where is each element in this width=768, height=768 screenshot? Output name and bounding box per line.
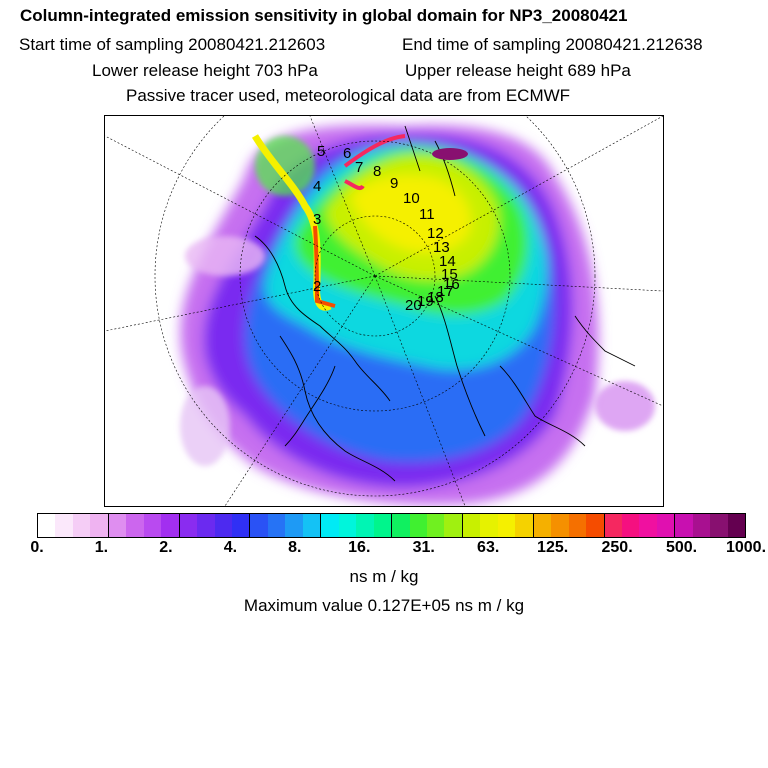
colorbar-unit: ns m / kg: [349, 567, 419, 586]
sensitivity-map: 2 3 4 5 6 7 8 9 10 11 12 13 14 15 16 17 18 19 20: [104, 115, 664, 507]
colorbar-cell: [480, 514, 498, 537]
colorbar-cell: [462, 514, 481, 537]
colorbar-tick-label: 4.: [223, 539, 238, 556]
colorbar-cell: [231, 514, 251, 537]
trajectory-label: 12: [427, 225, 444, 242]
colorbar-cell: [586, 514, 605, 537]
trajectory-label: 11: [419, 206, 435, 223]
colorbar-cell: [568, 514, 587, 537]
trajectory-label: 13: [433, 239, 450, 256]
colorbar-cell: [72, 514, 91, 537]
trajectory-label: 6: [343, 145, 351, 162]
colorbar-cell: [250, 514, 268, 537]
trajectory-label: 17: [437, 283, 454, 300]
colorbar-cell: [373, 514, 393, 537]
colorbar-cell: [285, 514, 303, 537]
maximum-value-label: Maximum value 0.127E+05 ns m / kg: [243, 596, 525, 615]
colorbar-tick-label: 125.: [537, 539, 569, 556]
colorbar-cell: [321, 514, 339, 537]
colorbar-cell: [656, 514, 676, 537]
start-time-label: Start time of sampling 20080421.212603: [19, 35, 326, 54]
colorbar-cell: [621, 514, 640, 537]
upper-height-label: Upper release height 689 hPa: [405, 61, 631, 80]
colorbar-cell: [38, 514, 56, 537]
colorbar-cell: [108, 514, 127, 537]
trajectory-label: 4: [313, 178, 321, 195]
colorbar-cell: [604, 514, 622, 537]
colorbar: [37, 513, 746, 538]
colorbar-cell: [161, 514, 180, 537]
sensitivity-field: [180, 125, 599, 505]
dark-hotspot: [432, 148, 468, 160]
colorbar-cell: [143, 514, 162, 537]
colorbar-cell: [392, 514, 410, 537]
trajectory-label: 16: [443, 276, 460, 293]
trajectory-label: 18: [427, 289, 444, 306]
trajectory-label: 20: [405, 297, 422, 314]
colorbar-tick-label: 0.: [30, 539, 44, 556]
trajectory-label: 3: [313, 211, 321, 228]
colorbar-cell: [639, 514, 657, 537]
colorbar-cell: [710, 514, 728, 537]
trajectory-label: 2: [313, 278, 321, 295]
colorbar-tick-label: 63.: [477, 539, 500, 556]
colorbar-cell: [515, 514, 534, 537]
hotspot-streak: [251, 134, 406, 311]
sensitivity-spots: [180, 136, 655, 466]
graticule: [105, 116, 663, 506]
trajectory-label: 15: [441, 266, 458, 283]
colorbar-tick-label: 250.: [601, 539, 633, 556]
colorbar-cell: [727, 514, 746, 537]
tracer-note: Passive tracer used, meteorological data…: [126, 86, 571, 105]
colorbar-tick-label: 16.: [348, 539, 371, 556]
colorbar-cell: [90, 514, 109, 537]
colorbar-cell: [444, 514, 463, 537]
colorbar-tick-label: 500.: [665, 539, 698, 556]
trajectory-label: 14: [439, 253, 456, 270]
colorbar-tick-label: 1.: [94, 539, 109, 556]
colorbar-cell: [179, 514, 198, 537]
colorbar-cell: [497, 514, 516, 537]
colorbar-tick-label: 1000.: [725, 539, 767, 556]
trajectory-label: 9: [390, 175, 398, 192]
trajectory-label: 8: [373, 163, 381, 180]
colorbar-cell: [302, 514, 322, 537]
colorbar-cell: [214, 514, 232, 537]
colorbar-cell: [55, 514, 73, 537]
colorbar-cell: [356, 514, 374, 537]
trajectory-label: 10: [403, 190, 420, 207]
plot-title: Column-integrated emission sensitivity i…: [20, 6, 628, 25]
coastlines: [254, 125, 636, 482]
colorbar-cell: [426, 514, 445, 537]
colorbar-cell: [675, 514, 693, 537]
colorbar-cell: [267, 514, 286, 537]
colorbar-cell: [533, 514, 552, 537]
colorbar-cell: [409, 514, 427, 537]
trajectory-label: 7: [355, 159, 363, 176]
colorbar-tick-label: 8.: [288, 539, 302, 556]
colorbar-tick-label: 2.: [159, 539, 173, 556]
colorbar-cell: [551, 514, 569, 537]
trajectory-label: 5: [317, 143, 325, 160]
colorbar-cell: [338, 514, 357, 537]
colorbar-cell: [197, 514, 215, 537]
colorbar-cell: [692, 514, 711, 537]
lower-height-label: Lower release height 703 hPa: [92, 61, 318, 80]
end-time-label: End time of sampling 20080421.212638: [402, 35, 703, 54]
colorbar-tick-label: 31.: [412, 539, 435, 556]
trajectory-label: 19: [417, 293, 434, 310]
colorbar-cell: [126, 514, 144, 537]
